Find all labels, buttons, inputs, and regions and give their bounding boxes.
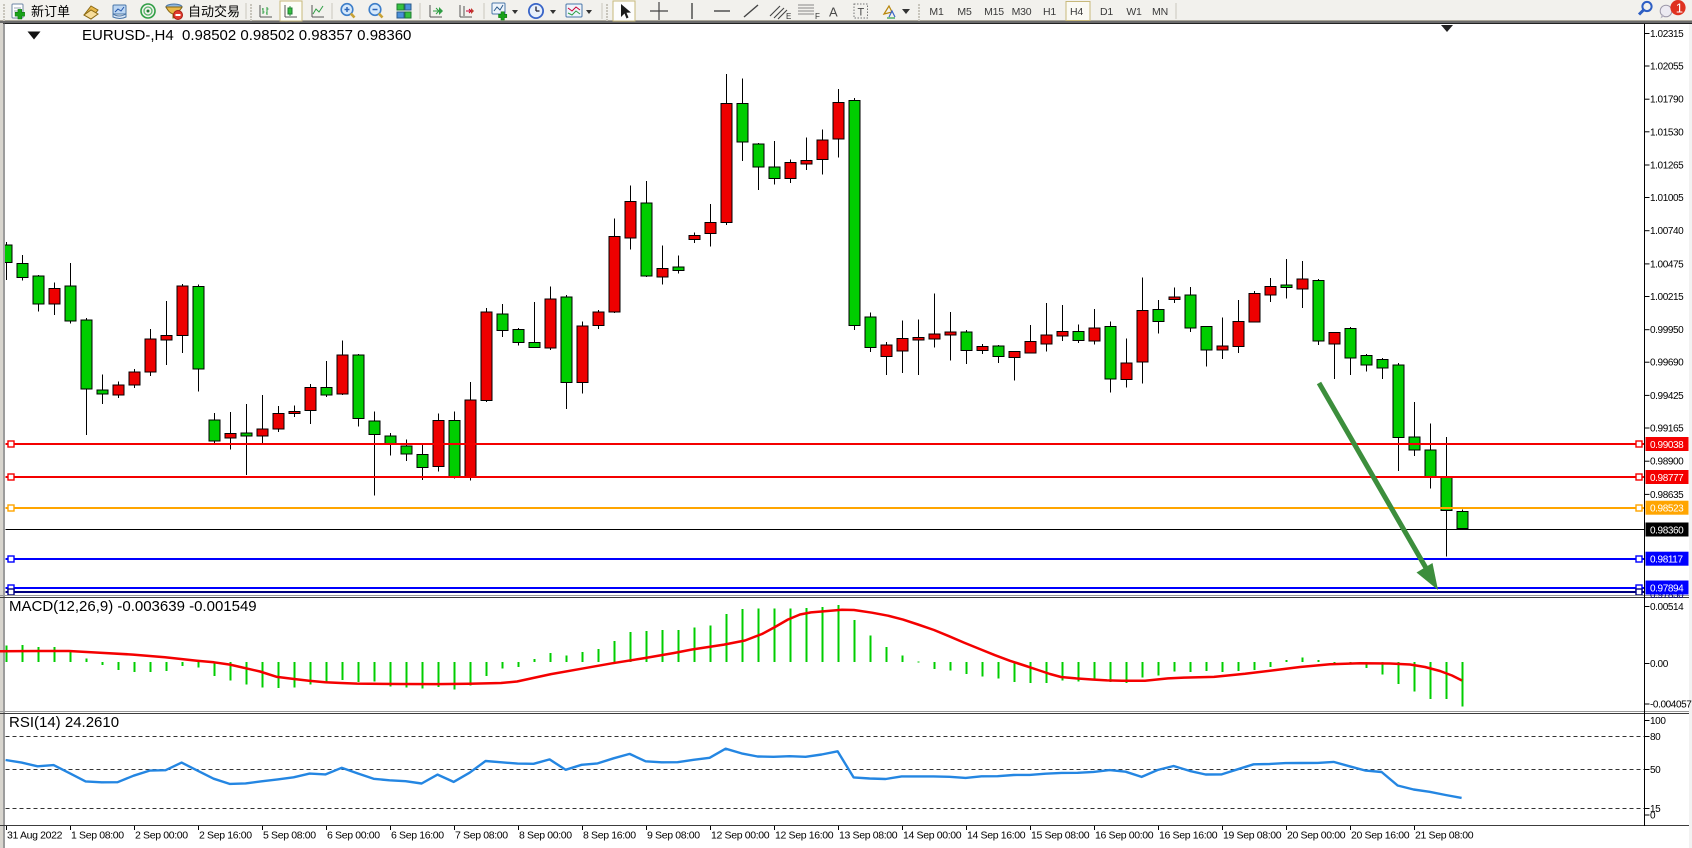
svg-text:H4: H4	[1070, 6, 1083, 18]
svg-text:W1: W1	[1126, 6, 1142, 18]
svg-text:M15: M15	[984, 6, 1004, 18]
svg-text:M5: M5	[957, 6, 972, 18]
svg-text:80: 80	[1650, 732, 1661, 743]
svg-text:14 Sep 00:00: 14 Sep 00:00	[903, 830, 962, 842]
svg-text:20 Sep 16:00: 20 Sep 16:00	[1351, 830, 1410, 842]
svg-text:15: 15	[1650, 804, 1661, 815]
svg-text:0.98900: 0.98900	[1650, 457, 1684, 468]
svg-text:21 Sep 08:00: 21 Sep 08:00	[1415, 830, 1474, 842]
svg-text:0.00: 0.00	[1650, 659, 1669, 670]
svg-text:16 Sep 16:00: 16 Sep 16:00	[1159, 830, 1218, 842]
svg-text:0.99038: 0.99038	[1650, 440, 1684, 451]
svg-text:0.98635: 0.98635	[1650, 490, 1684, 501]
svg-text:0.99425: 0.99425	[1650, 391, 1684, 402]
svg-text:0.97850: 0.97850	[1650, 590, 1684, 601]
svg-text:2 Sep 00:00: 2 Sep 00:00	[135, 830, 188, 842]
svg-text:MN: MN	[1152, 6, 1168, 18]
svg-text:1.00475: 1.00475	[1650, 259, 1684, 270]
svg-text:0.99950: 0.99950	[1650, 325, 1684, 336]
svg-text:2 Sep 16:00: 2 Sep 16:00	[199, 830, 252, 842]
svg-text:D1: D1	[1100, 6, 1113, 18]
svg-text:自动交易: 自动交易	[188, 4, 240, 19]
svg-text:F: F	[815, 12, 820, 21]
svg-text:1 Sep 08:00: 1 Sep 08:00	[71, 830, 124, 842]
svg-text:8 Sep 00:00: 8 Sep 00:00	[519, 830, 572, 842]
svg-text:1.01530: 1.01530	[1650, 127, 1684, 138]
svg-text:12 Sep 16:00: 12 Sep 16:00	[775, 830, 834, 842]
svg-text:RSI(14) 24.2610: RSI(14) 24.2610	[9, 714, 119, 731]
svg-text:H1: H1	[1043, 6, 1056, 18]
svg-text:1: 1	[1676, 0, 1683, 15]
svg-text:0.99690: 0.99690	[1650, 358, 1684, 369]
svg-text:6 Sep 00:00: 6 Sep 00:00	[327, 830, 380, 842]
svg-text:0.98117: 0.98117	[1650, 555, 1683, 566]
svg-text:0.99165: 0.99165	[1650, 424, 1684, 435]
svg-text:15 Sep 08:00: 15 Sep 08:00	[1031, 830, 1090, 842]
svg-text:E: E	[786, 12, 791, 21]
svg-text:1.02315: 1.02315	[1650, 29, 1684, 40]
svg-text:0.00514: 0.00514	[1650, 602, 1684, 613]
svg-text:新订单: 新订单	[31, 4, 70, 19]
svg-text:1.02055: 1.02055	[1650, 62, 1684, 73]
svg-text:12 Sep 00:00: 12 Sep 00:00	[711, 830, 770, 842]
svg-text:0.98777: 0.98777	[1650, 473, 1684, 484]
svg-text:100: 100	[1650, 716, 1666, 727]
svg-text:13 Sep 08:00: 13 Sep 08:00	[839, 830, 898, 842]
svg-text:1.01005: 1.01005	[1650, 193, 1684, 204]
svg-text:20 Sep 00:00: 20 Sep 00:00	[1287, 830, 1346, 842]
svg-text:1.01790: 1.01790	[1650, 95, 1684, 106]
svg-text:0.97894: 0.97894	[1650, 583, 1684, 594]
svg-text:0.98523: 0.98523	[1650, 504, 1684, 515]
svg-text:A: A	[829, 5, 838, 20]
svg-text:1.00215: 1.00215	[1650, 292, 1684, 303]
svg-text:16 Sep 00:00: 16 Sep 00:00	[1095, 830, 1154, 842]
svg-text:-0.004057: -0.004057	[1650, 700, 1692, 711]
svg-text:19 Sep 08:00: 19 Sep 08:00	[1223, 830, 1282, 842]
svg-text:8 Sep 16:00: 8 Sep 16:00	[583, 830, 636, 842]
svg-text:5 Sep 08:00: 5 Sep 08:00	[263, 830, 316, 842]
svg-text:1.01265: 1.01265	[1650, 161, 1684, 172]
svg-text:M1: M1	[929, 6, 944, 18]
svg-text:31 Aug 2022: 31 Aug 2022	[7, 830, 63, 842]
svg-text:6 Sep 16:00: 6 Sep 16:00	[391, 830, 444, 842]
svg-text:14 Sep 16:00: 14 Sep 16:00	[967, 830, 1026, 842]
svg-text:M30: M30	[1012, 6, 1032, 18]
svg-text:0: 0	[1650, 811, 1656, 822]
svg-text:MACD(12,26,9) -0.003639 -0.001: MACD(12,26,9) -0.003639 -0.001549	[9, 598, 257, 615]
svg-text:EURUSD-,H4 0.98502 0.98502 0.: EURUSD-,H4 0.98502 0.98502 0.98357 0.983…	[82, 27, 411, 44]
svg-text:50: 50	[1650, 765, 1661, 776]
svg-text:T: T	[858, 7, 865, 19]
svg-text:9 Sep 08:00: 9 Sep 08:00	[647, 830, 700, 842]
svg-text:1.00740: 1.00740	[1650, 226, 1684, 237]
svg-text:0.98360: 0.98360	[1650, 525, 1684, 536]
svg-text:7 Sep 08:00: 7 Sep 08:00	[455, 830, 508, 842]
